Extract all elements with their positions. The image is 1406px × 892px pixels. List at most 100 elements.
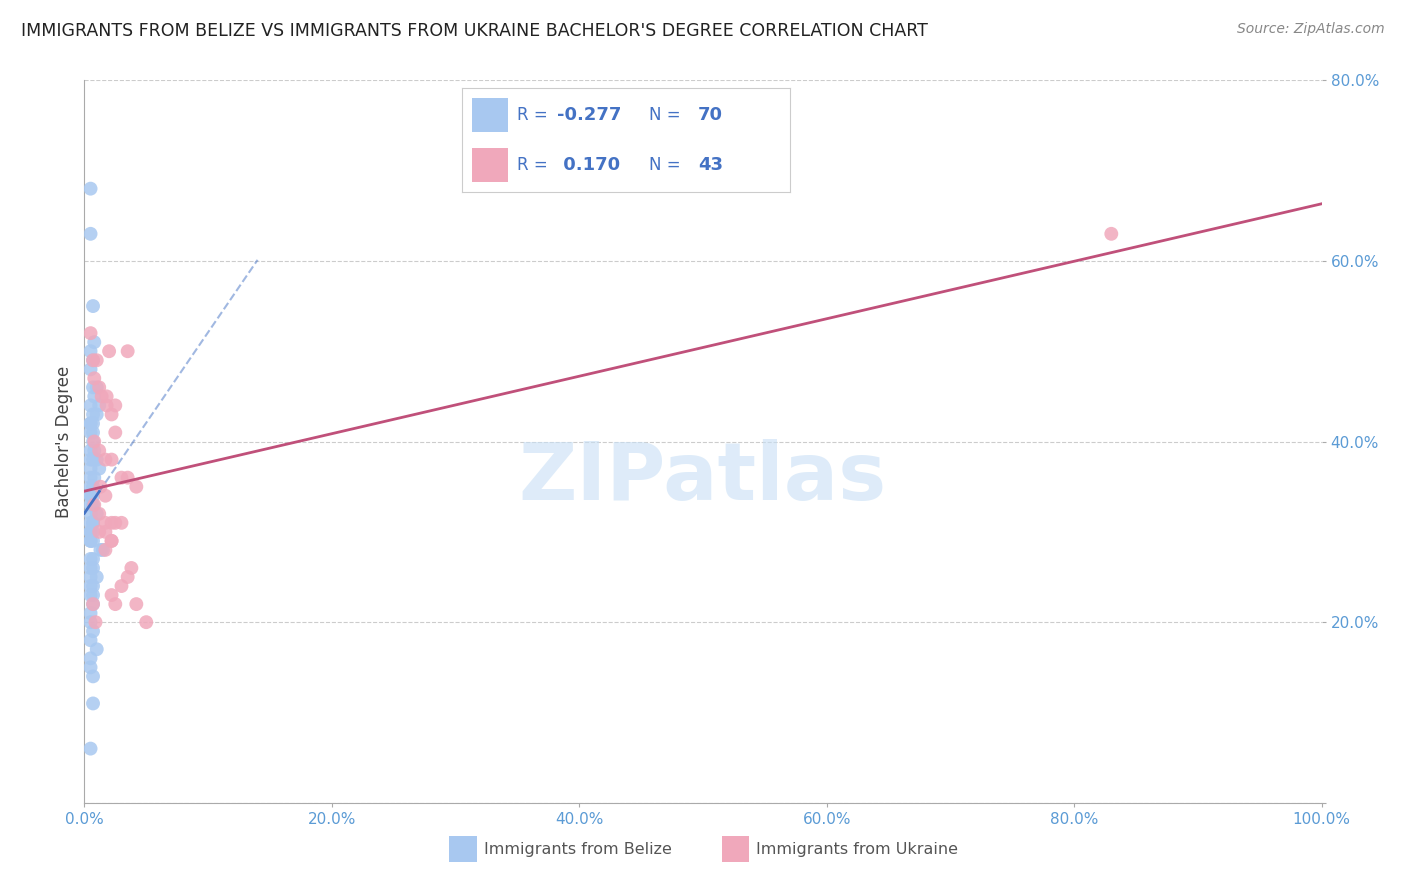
Point: [79, 417, 101, 431]
Point: [79, 480, 101, 494]
Point: [83, 434, 105, 449]
Point: [117, 570, 139, 584]
Point: [79, 452, 101, 467]
Point: [79, 615, 101, 630]
Point: [86, 507, 108, 521]
Point: [79, 461, 101, 475]
Point: [94, 489, 117, 503]
Text: Immigrants from Ukraine: Immigrants from Ukraine: [756, 841, 959, 856]
Point: [110, 471, 132, 485]
Point: [82, 434, 104, 449]
Point: [79, 471, 101, 485]
Point: [82, 524, 104, 539]
Point: [83, 335, 105, 350]
Point: [104, 425, 127, 440]
Point: [82, 480, 104, 494]
Point: [82, 380, 104, 394]
Point: [98, 344, 121, 359]
Point: [89, 524, 111, 539]
Point: [89, 542, 111, 557]
Point: [1099, 227, 1122, 241]
Point: [125, 597, 148, 611]
Point: [79, 344, 101, 359]
Point: [104, 516, 127, 530]
Point: [100, 452, 122, 467]
Point: [120, 561, 142, 575]
Point: [82, 597, 104, 611]
Point: [83, 471, 105, 485]
Point: [82, 669, 104, 683]
Text: Source: ZipAtlas.com: Source: ZipAtlas.com: [1237, 22, 1385, 37]
Point: [82, 516, 104, 530]
Point: [82, 516, 104, 530]
Point: [100, 533, 122, 548]
Point: [100, 588, 122, 602]
Point: [82, 299, 104, 313]
Point: [100, 516, 122, 530]
Point: [110, 516, 132, 530]
Point: [82, 498, 104, 512]
Point: [79, 227, 101, 241]
Point: [79, 516, 101, 530]
Point: [82, 408, 104, 422]
Point: [82, 552, 104, 566]
Point: [89, 443, 111, 458]
Point: [82, 353, 104, 368]
Point: [79, 524, 101, 539]
Point: [82, 533, 104, 548]
Point: [89, 480, 111, 494]
Point: [82, 588, 104, 602]
Point: [83, 443, 105, 458]
Point: [84, 615, 107, 630]
Text: ZIPatlas: ZIPatlas: [519, 439, 887, 516]
Point: [100, 408, 122, 422]
Point: [94, 542, 117, 557]
Point: [79, 741, 101, 756]
Point: [79, 425, 101, 440]
Point: [82, 452, 104, 467]
Point: [79, 398, 101, 412]
Point: [82, 579, 104, 593]
Point: [82, 624, 104, 639]
Point: [82, 489, 104, 503]
Point: [82, 597, 104, 611]
Point: [82, 417, 104, 431]
Point: [94, 524, 117, 539]
FancyBboxPatch shape: [721, 836, 749, 862]
Point: [79, 182, 101, 196]
Point: [79, 489, 101, 503]
Point: [79, 570, 101, 584]
Point: [82, 697, 104, 711]
Point: [79, 561, 101, 575]
Point: [79, 533, 101, 548]
Point: [79, 579, 101, 593]
Point: [82, 425, 104, 440]
Point: [82, 561, 104, 575]
Point: [79, 552, 101, 566]
Point: [135, 615, 157, 630]
Point: [117, 471, 139, 485]
Point: [79, 606, 101, 620]
Point: [91, 542, 114, 557]
Point: [86, 408, 108, 422]
Point: [96, 398, 118, 412]
Point: [89, 398, 111, 412]
Point: [89, 461, 111, 475]
Point: [79, 498, 101, 512]
Point: [96, 389, 118, 403]
Point: [79, 633, 101, 648]
Point: [94, 452, 117, 467]
Point: [104, 597, 127, 611]
Text: Immigrants from Belize: Immigrants from Belize: [484, 841, 672, 856]
Point: [79, 588, 101, 602]
Point: [104, 398, 127, 412]
Point: [89, 507, 111, 521]
Point: [86, 353, 108, 368]
Point: [79, 651, 101, 665]
Point: [110, 579, 132, 593]
Point: [83, 498, 105, 512]
Point: [86, 570, 108, 584]
Point: [100, 533, 122, 548]
Point: [94, 516, 117, 530]
Point: [79, 533, 101, 548]
